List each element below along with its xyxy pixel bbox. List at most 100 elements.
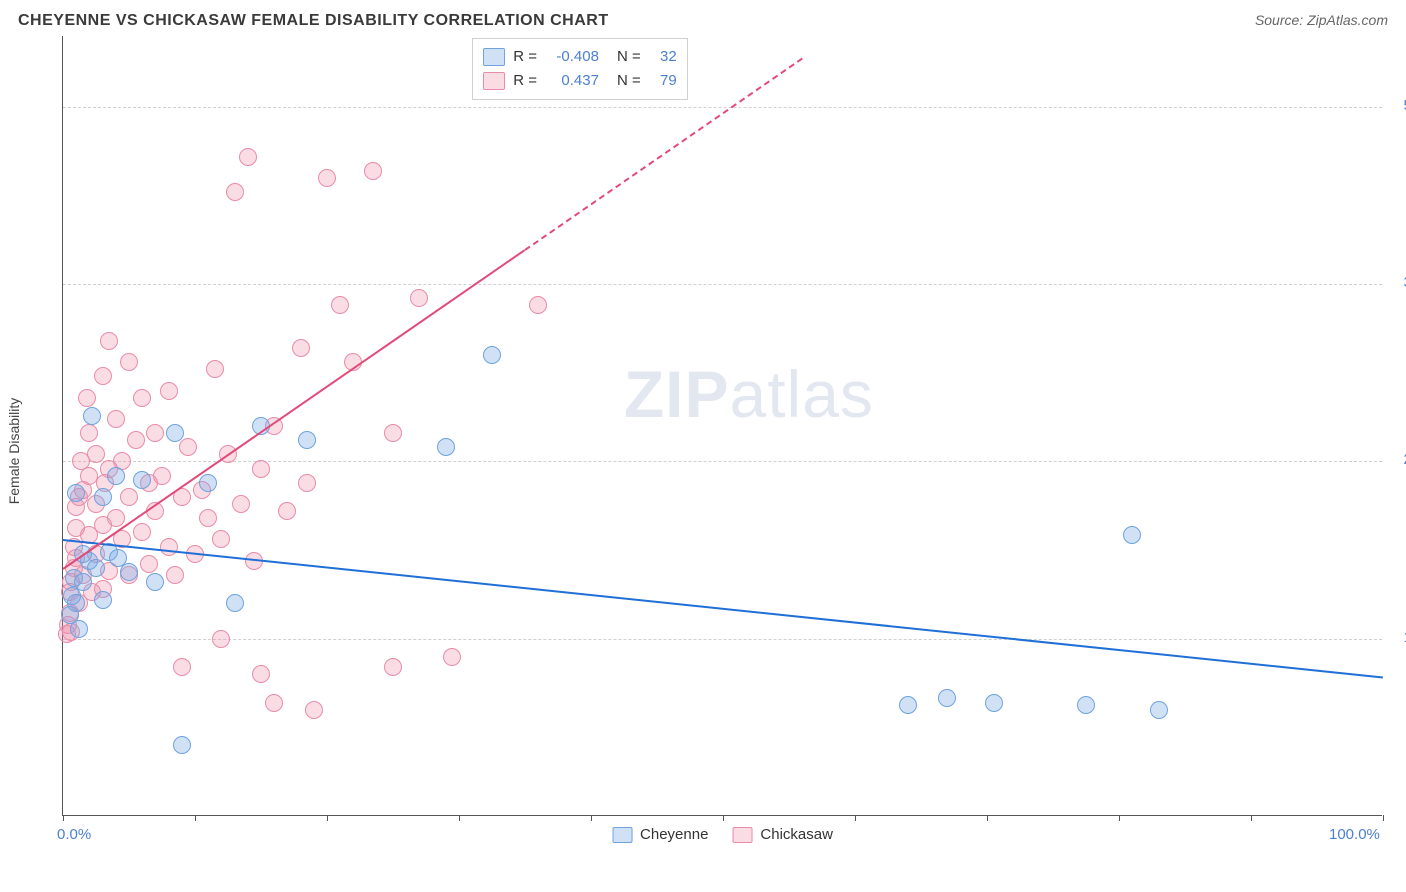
x-tick-mark [987,815,988,821]
data-point-cheyenne [1150,701,1168,719]
x-tick-mark [459,815,460,821]
data-point-chickasaw [252,460,270,478]
data-point-chickasaw [212,630,230,648]
stats-row: R = -0.408 N = 32 [483,45,677,69]
data-point-cheyenne [94,488,112,506]
header: CHEYENNE VS CHICKASAW FEMALE DISABILITY … [18,12,1388,30]
data-point-chickasaw [384,424,402,442]
data-point-chickasaw [298,474,316,492]
data-point-chickasaw [160,538,178,556]
legend-swatch [732,827,752,843]
data-point-chickasaw [199,509,217,527]
data-point-cheyenne [173,736,191,754]
data-point-chickasaw [133,523,151,541]
stats-box: R = -0.408 N = 32 R = 0.437 N = 79 [472,38,688,100]
stats-row: R = 0.437 N = 79 [483,69,677,93]
data-point-cheyenne [483,346,501,364]
data-point-chickasaw [146,424,164,442]
data-point-chickasaw [292,339,310,357]
data-point-chickasaw [133,389,151,407]
y-axis-label: Female Disability [6,398,22,505]
x-tick-mark [723,815,724,821]
data-point-chickasaw [87,445,105,463]
legend-swatch [612,827,632,843]
data-point-cheyenne [1077,696,1095,714]
data-point-chickasaw [529,296,547,314]
data-point-cheyenne [87,559,105,577]
stats-r-value: 0.437 [545,69,599,93]
chart-title: CHEYENNE VS CHICKASAW FEMALE DISABILITY … [18,12,609,30]
data-point-chickasaw [318,169,336,187]
data-point-cheyenne [985,694,1003,712]
data-point-chickasaw [278,502,296,520]
data-point-chickasaw [107,509,125,527]
data-point-chickasaw [179,438,197,456]
data-point-chickasaw [173,658,191,676]
data-point-cheyenne [83,407,101,425]
data-point-cheyenne [166,424,184,442]
x-tick-mark [327,815,328,821]
stats-n-value: 79 [649,69,677,93]
data-point-chickasaw [120,353,138,371]
data-point-cheyenne [67,484,85,502]
legend-label: Chickasaw [760,826,833,843]
data-point-chickasaw [140,555,158,573]
x-tick-label: 100.0% [1329,826,1380,843]
watermark: ZIPatlas [624,356,874,432]
data-point-chickasaw [166,566,184,584]
x-tick-mark [195,815,196,821]
gridline [63,284,1382,285]
data-point-chickasaw [206,360,224,378]
data-point-cheyenne [133,471,151,489]
data-point-chickasaw [265,694,283,712]
x-tick-mark [855,815,856,821]
x-tick-mark [63,815,64,821]
data-point-chickasaw [100,332,118,350]
gridline [63,107,1382,108]
data-point-chickasaw [252,665,270,683]
data-point-chickasaw [94,367,112,385]
data-point-chickasaw [331,296,349,314]
x-tick-mark [591,815,592,821]
x-tick-mark [1251,815,1252,821]
data-point-chickasaw [305,701,323,719]
data-point-cheyenne [67,594,85,612]
data-point-cheyenne [94,591,112,609]
data-point-cheyenne [74,573,92,591]
data-point-cheyenne [146,573,164,591]
chart-container: CHEYENNE VS CHICKASAW FEMALE DISABILITY … [0,0,1406,892]
legend-label: Cheyenne [640,826,708,843]
data-point-chickasaw [80,424,98,442]
legend-swatch [483,48,505,66]
trend-line [63,539,1383,679]
data-point-chickasaw [239,148,257,166]
stats-n-value: 32 [649,45,677,69]
bottom-legend: Cheyenne Chickasaw [612,826,833,843]
data-point-chickasaw [153,467,171,485]
stats-n-label: N = [617,69,641,93]
data-point-cheyenne [107,467,125,485]
stats-r-value: -0.408 [545,45,599,69]
stats-n-label: N = [617,45,641,69]
x-tick-label: 0.0% [57,826,91,843]
data-point-chickasaw [384,658,402,676]
x-tick-mark [1383,815,1384,821]
data-point-chickasaw [364,162,382,180]
data-point-chickasaw [127,431,145,449]
trend-line [62,249,525,570]
data-point-cheyenne [70,620,88,638]
stats-r-label: R = [513,69,537,93]
x-tick-mark [1119,815,1120,821]
data-point-cheyenne [199,474,217,492]
data-point-cheyenne [938,689,956,707]
data-point-chickasaw [226,183,244,201]
data-point-chickasaw [443,648,461,666]
data-point-cheyenne [1123,526,1141,544]
data-point-chickasaw [107,410,125,428]
data-point-chickasaw [120,488,138,506]
stats-r-label: R = [513,45,537,69]
plot-area: ZIPatlas CheyenneChickasaw 12.5%25.0%37.… [62,36,1382,816]
data-point-cheyenne [120,563,138,581]
chart-area: Female Disability ZIPatlas CheyenneChick… [18,36,1388,866]
data-point-chickasaw [78,389,96,407]
